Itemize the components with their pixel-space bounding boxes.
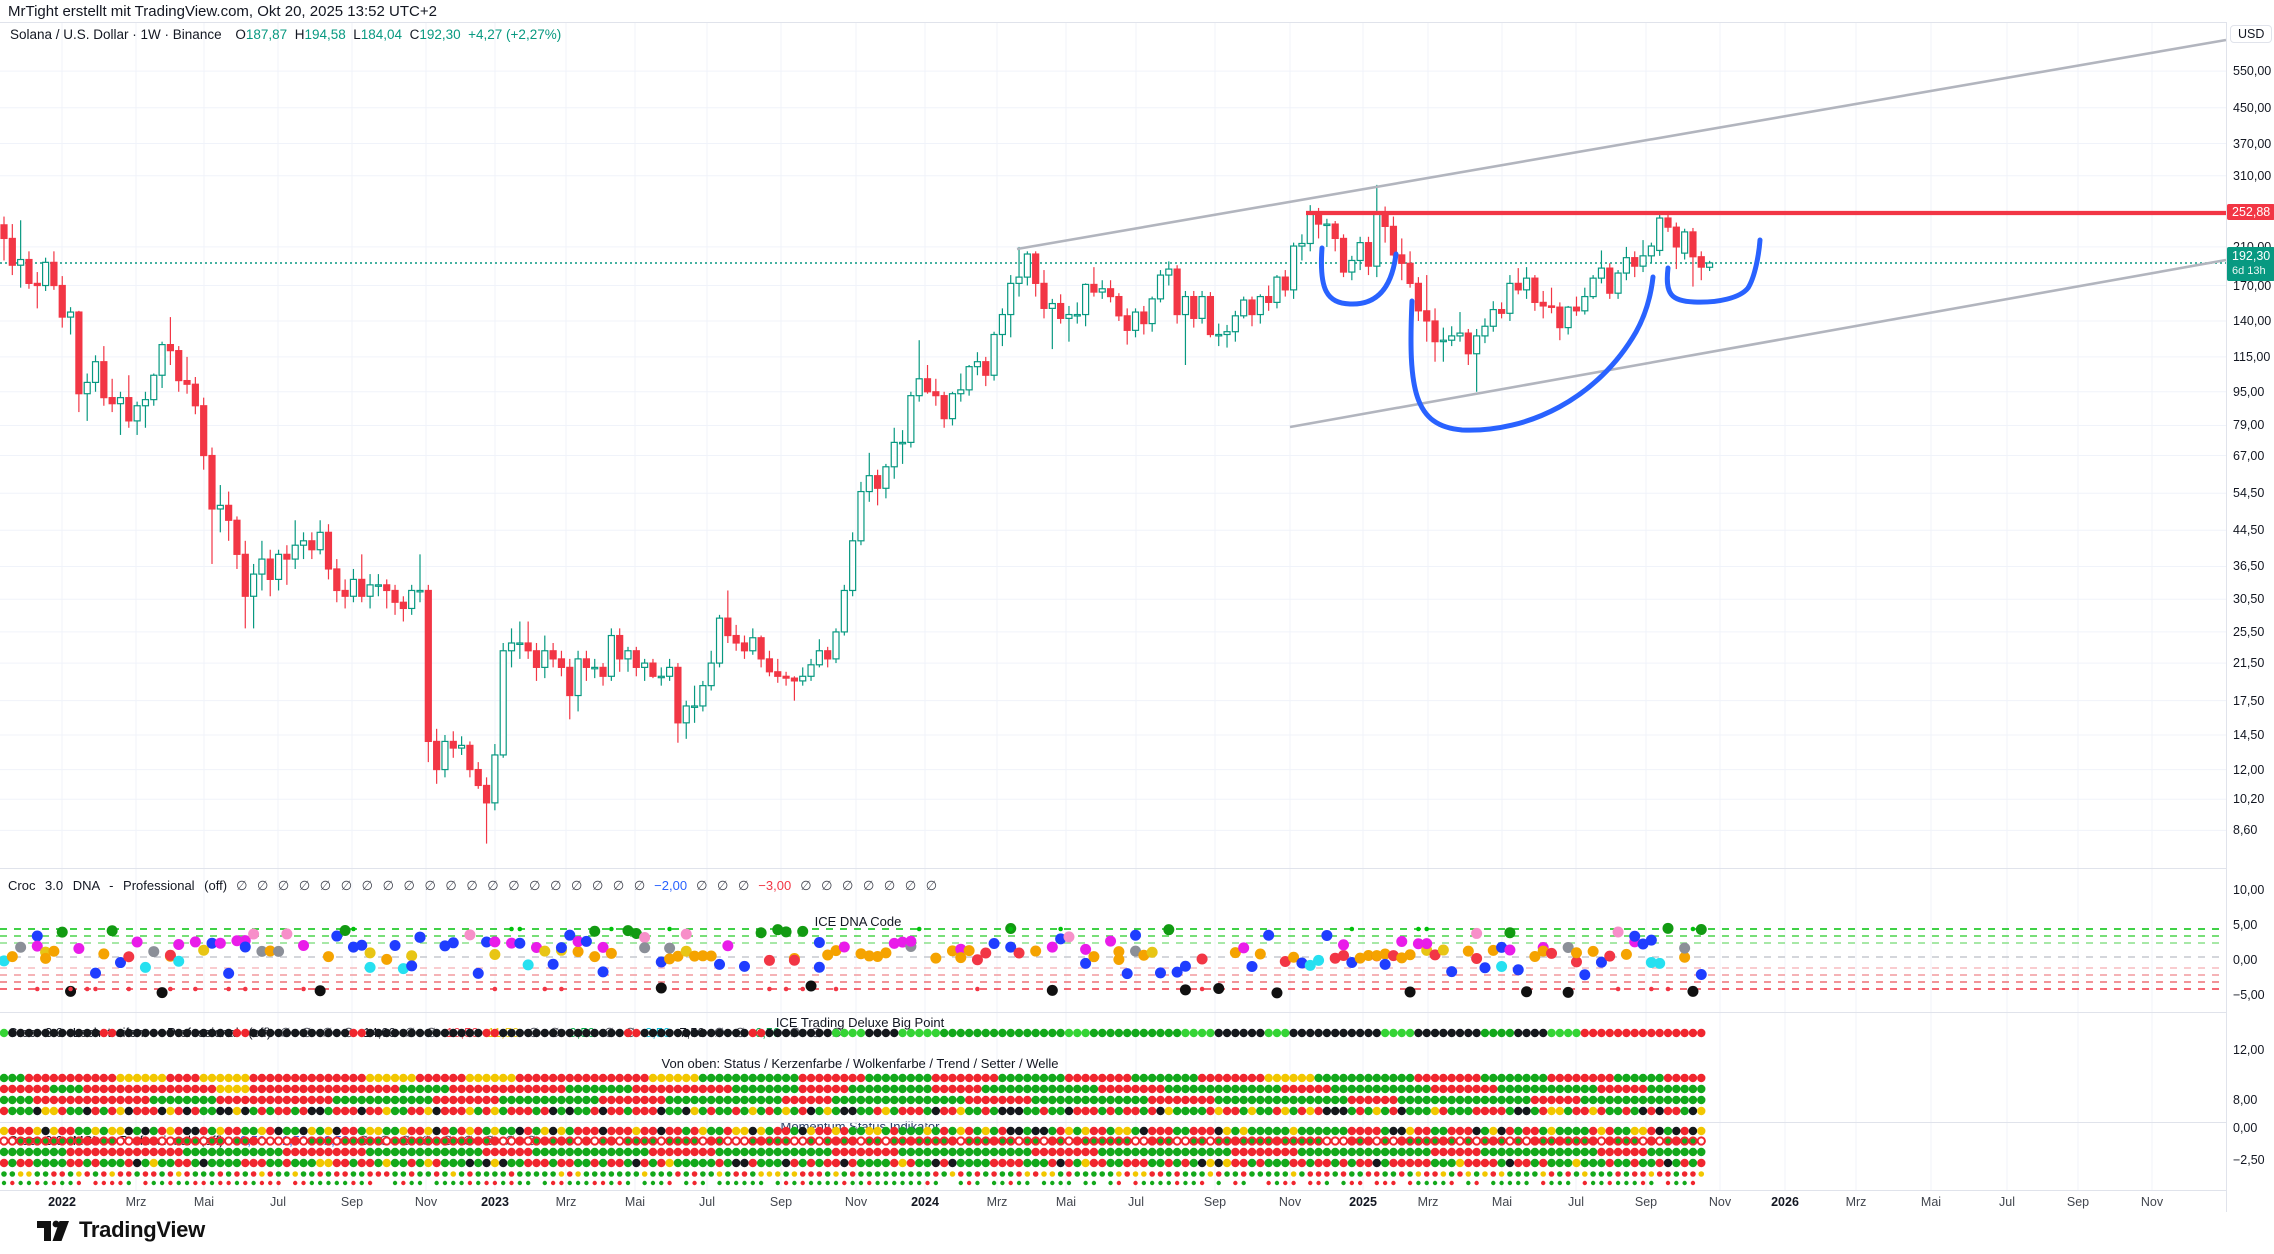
symbol-title[interactable]: Solana / U.S. Dollar · 1W · Binance xyxy=(10,27,222,42)
price-tick: 170,00 xyxy=(2233,278,2272,293)
dna-scale-tick: 10,00 xyxy=(2233,883,2265,897)
pane-separator-1[interactable] xyxy=(0,868,2274,869)
tradingview-logo[interactable]: TradingView xyxy=(36,1216,205,1244)
label-token: Croc 3.0 DNA - Professional (off) xyxy=(8,878,228,893)
change-badge: +4,27 (+2,27%) xyxy=(468,27,562,42)
price-tick: 8,60 xyxy=(2233,823,2258,838)
label-token: −3,00 xyxy=(758,878,792,893)
time-tick: Mrz xyxy=(555,1195,577,1209)
time-tick: Nov xyxy=(2140,1195,2164,1209)
ohlc-values: O187,87 H194,58 L184,04 C192,30 +4,27 (+… xyxy=(235,27,562,42)
pane-title-bigpoint: ICE Trading Deluxe Big Point xyxy=(775,1015,945,1030)
pane-separator-2[interactable] xyxy=(0,1012,2274,1013)
price-tick: 140,00 xyxy=(2233,313,2272,328)
msi-indicator-pane[interactable] xyxy=(0,1122,2226,1190)
price-tick: 450,00 xyxy=(2233,100,2272,115)
bigpoint-indicator-pane[interactable] xyxy=(0,1012,2226,1122)
time-tick: Nov xyxy=(414,1195,438,1209)
msi-scale-tick: −2,50 xyxy=(2233,1153,2265,1167)
price-tick: 310,00 xyxy=(2233,168,2272,183)
price-tick: 25,50 xyxy=(2233,624,2265,639)
pane-separator-3[interactable] xyxy=(0,1122,2274,1123)
price-axis[interactable]: USD 550,00450,00370,00310,00210,00170,00… xyxy=(2227,22,2274,1212)
label-token: ∅ ∅ ∅ ∅ ∅ ∅ ∅ xyxy=(800,878,938,893)
time-tick: Mai xyxy=(193,1195,215,1209)
pane-title-ice-dna: ICE DNA Code xyxy=(814,914,902,929)
time-tick: Nov xyxy=(1708,1195,1732,1209)
dna-scale-tick: 5,00 xyxy=(2233,918,2258,932)
price-tick: 21,50 xyxy=(2233,656,2265,671)
time-tick: Mrz xyxy=(1417,1195,1439,1209)
symbol-info-bar: Solana / U.S. Dollar · 1W · Binance O187… xyxy=(10,27,561,42)
time-tick: Sep xyxy=(2066,1195,2090,1209)
price-tick: 67,00 xyxy=(2233,448,2265,463)
time-tick: Sep xyxy=(769,1195,793,1209)
price-tick: 79,00 xyxy=(2233,418,2265,433)
price-tick: 95,00 xyxy=(2233,384,2265,399)
time-tick: Mrz xyxy=(1845,1195,1867,1209)
price-tick: 14,50 xyxy=(2233,728,2265,742)
main-chart-pane[interactable] xyxy=(0,22,2226,868)
time-tick: Jul xyxy=(699,1195,715,1209)
time-tick: Sep xyxy=(1203,1195,1227,1209)
time-tick: 2024 xyxy=(911,1195,939,1209)
time-axis-separator xyxy=(0,1190,2274,1191)
time-tick: 2026 xyxy=(1771,1195,1799,1209)
price-tick: 12,00 xyxy=(2233,762,2265,777)
price-tick: 115,00 xyxy=(2233,349,2271,364)
dna-scale-tick: −5,00 xyxy=(2233,988,2265,1002)
time-tick: Mai xyxy=(624,1195,646,1209)
bar-countdown: 6d 13h xyxy=(2232,265,2266,277)
label-token: −2,00 xyxy=(654,878,688,893)
time-axis[interactable]: 2022 Mrz Mai Jul Sep Nov 2023 Mrz Mai Jul Sep Nov 20… xyxy=(0,1191,2274,1213)
indicator-label-dna[interactable]: Croc 3.0 DNA - Professional (off) ∅ ∅ ∅ ∅… xyxy=(8,878,946,894)
time-tick: Nov xyxy=(1278,1195,1302,1209)
price-tick: 54,50 xyxy=(2233,486,2265,501)
msi-scale-tick: 0,00 xyxy=(2233,1121,2258,1135)
dna-scale-tick: 0,00 xyxy=(2233,953,2258,967)
bigpoint-scale-tick: 8,00 xyxy=(2233,1093,2258,1107)
resistance-price-label: 252,88 xyxy=(2227,204,2274,220)
label-token: ∅ ∅ ∅ xyxy=(696,878,750,893)
header-separator xyxy=(0,22,2274,23)
price-tick: 550,00 xyxy=(2233,64,2272,79)
price-tick: 10,20 xyxy=(2233,792,2265,807)
time-tick: Jul xyxy=(1999,1195,2015,1209)
time-tick: Nov xyxy=(844,1195,868,1209)
time-tick: 2023 xyxy=(481,1195,509,1209)
time-tick: Mrz xyxy=(125,1195,147,1209)
currency-unit-chip[interactable]: USD xyxy=(2230,25,2273,43)
price-tick: 370,00 xyxy=(2233,136,2272,151)
time-tick: Sep xyxy=(340,1195,364,1209)
creator-byline: MrTight erstellt mit TradingView.com, Ok… xyxy=(8,3,437,20)
pane-subtitle-von-oben: Von oben: Status / Kerzenfarbe / Wolkenf… xyxy=(661,1056,1059,1071)
time-tick: Mai xyxy=(1920,1195,1942,1209)
price-axis-border xyxy=(2226,22,2227,1212)
time-tick: Mrz xyxy=(986,1195,1008,1209)
price-tick: 44,50 xyxy=(2233,523,2265,538)
bigpoint-scale-tick: 12,00 xyxy=(2233,1043,2265,1057)
dna-indicator-pane[interactable] xyxy=(0,868,2226,1012)
time-tick: Jul xyxy=(270,1195,286,1209)
price-tick: 30,50 xyxy=(2233,592,2265,607)
time-tick: Mai xyxy=(1491,1195,1513,1209)
time-tick: Jul xyxy=(1128,1195,1144,1209)
tradingview-wordmark: TradingView xyxy=(79,1217,205,1242)
time-tick: Jul xyxy=(1568,1195,1584,1209)
time-tick: Mai xyxy=(1055,1195,1077,1209)
time-tick: Sep xyxy=(1634,1195,1658,1209)
current-price-label: 192,30 6d 13h xyxy=(2227,247,2274,281)
tradingview-mark-icon xyxy=(37,1220,69,1241)
price-tick: 36,50 xyxy=(2233,559,2265,574)
label-token: ∅ ∅ ∅ ∅ ∅ ∅ ∅ ∅ ∅ ∅ ∅ ∅ ∅ ∅ ∅ ∅ ∅ ∅ ∅ ∅ xyxy=(236,878,646,893)
price-tick: 17,50 xyxy=(2233,693,2265,708)
time-tick: 2025 xyxy=(1349,1195,1377,1209)
time-tick: 2022 xyxy=(48,1195,76,1209)
